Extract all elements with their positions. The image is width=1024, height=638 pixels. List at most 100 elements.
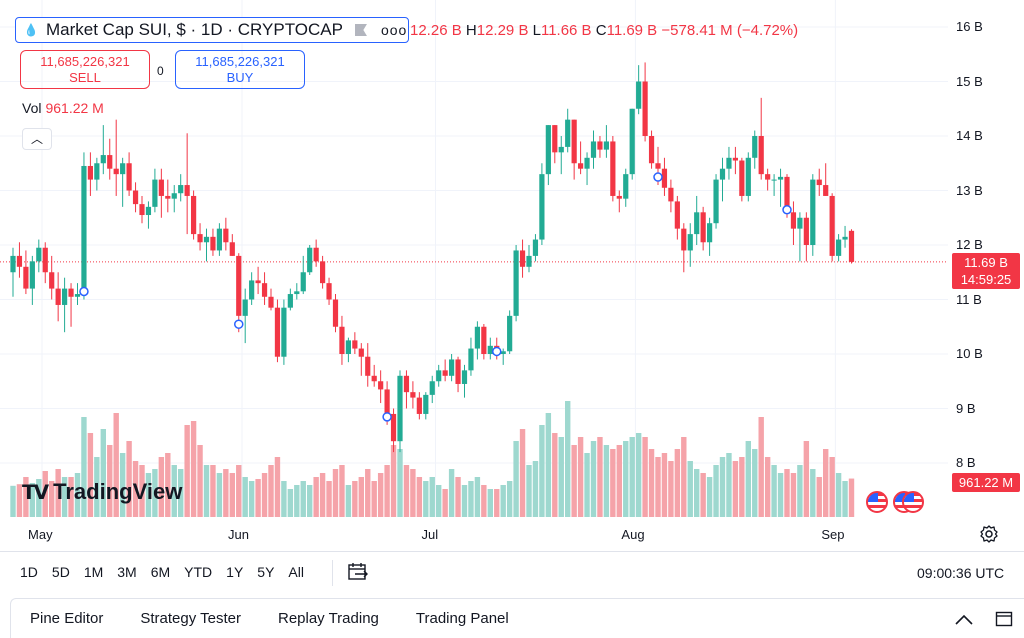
candle — [352, 332, 358, 354]
candle-body — [423, 394, 429, 414]
dividend-marker[interactable] — [234, 319, 244, 329]
volume-bar — [771, 465, 777, 517]
candle — [371, 364, 377, 387]
volume-bar — [61, 477, 68, 517]
range-6m[interactable]: 6M — [150, 564, 171, 580]
volume-bar — [526, 465, 532, 517]
candle — [790, 201, 797, 245]
settings-gear-icon[interactable] — [979, 524, 999, 544]
candle-body — [23, 266, 29, 289]
volume-bar — [68, 477, 74, 517]
candle-body — [339, 326, 345, 354]
tab-pine-editor[interactable]: Pine Editor — [30, 610, 104, 627]
symbol-legend[interactable]: 💧 Market Cap SUI, $ · 1D · CRYPTOCAP ooo — [15, 17, 409, 43]
dividend-marker[interactable] — [782, 205, 792, 215]
dividend-marker[interactable] — [492, 346, 502, 357]
range-5d[interactable]: 5D — [51, 564, 70, 580]
candle — [132, 182, 139, 213]
us-flag-event-icon[interactable] — [866, 491, 888, 513]
candle — [726, 146, 732, 180]
candle-body — [326, 283, 332, 300]
candle — [526, 245, 532, 273]
utc-clock[interactable]: 09:00:36 UTC — [917, 565, 1005, 581]
range-ytd[interactable]: YTD — [184, 564, 213, 580]
volume-bar — [261, 473, 268, 517]
dividend-marker[interactable] — [382, 412, 392, 422]
candle — [474, 321, 480, 360]
candle — [848, 229, 855, 264]
candle — [261, 272, 268, 305]
flag-icon[interactable] — [354, 24, 367, 36]
candlestick-chart[interactable] — [0, 0, 1024, 551]
candle-body — [758, 136, 764, 175]
close-value: 11.69 B — [606, 22, 658, 39]
candle-body — [268, 296, 274, 308]
collapse-legend-button[interactable]: ︿ — [22, 128, 52, 150]
candle-body — [500, 351, 506, 354]
volume-bar — [687, 461, 693, 517]
range-all[interactable]: All — [288, 564, 304, 580]
volume-bar — [674, 449, 681, 517]
us-flag-event-icon[interactable] — [902, 491, 924, 513]
volume-bar — [829, 457, 835, 517]
volume-bar — [55, 469, 61, 517]
open-value: 12.26 B — [410, 22, 462, 39]
range-1y[interactable]: 1Y — [226, 564, 244, 580]
volume-bar — [16, 484, 23, 517]
bottom-panel-tabs: Pine Editor Strategy Tester Replay Tradi… — [10, 598, 1024, 638]
range-1d[interactable]: 1D — [20, 564, 38, 580]
candle — [332, 294, 339, 333]
candle-body — [236, 255, 242, 316]
dividend-marker[interactable] — [79, 286, 89, 297]
volume-bar — [281, 481, 287, 517]
range-3m[interactable]: 3M — [117, 564, 137, 580]
candle — [197, 223, 203, 251]
candle-body — [242, 299, 248, 316]
price-tick-label: 9 B — [956, 400, 976, 416]
range-5y[interactable]: 5Y — [257, 564, 275, 580]
more-options-icon[interactable]: ooo — [380, 22, 408, 38]
candle-body — [120, 163, 126, 175]
volume-bar — [248, 481, 255, 517]
volume-bar — [629, 437, 635, 517]
candle-body — [210, 236, 216, 251]
candle — [378, 370, 384, 404]
sell-button[interactable]: 11,685,226,321 SELL — [20, 50, 150, 89]
candles — [10, 62, 855, 453]
candle — [81, 152, 87, 300]
buy-button[interactable]: 11,685,226,321 BUY — [175, 50, 305, 89]
tab-strategy-tester[interactable]: Strategy Tester — [140, 610, 241, 627]
volume-bar — [429, 477, 435, 517]
candle — [94, 157, 100, 191]
volume-bar — [706, 477, 713, 517]
candle-body — [700, 212, 706, 243]
candle — [552, 125, 558, 164]
price-tick-label: 13 B — [956, 182, 983, 198]
volume-bar — [197, 445, 203, 517]
candle — [281, 299, 287, 365]
dividend-marker[interactable] — [653, 172, 663, 182]
price-tick-label: 14 B — [956, 128, 983, 143]
candle-body — [777, 176, 784, 180]
candle — [461, 364, 468, 398]
symbol-title: Market Cap SUI, $ · 1D · CRYPTOCAP — [46, 20, 343, 39]
candle-body — [107, 155, 113, 169]
maximize-panel-icon[interactable] — [995, 611, 1013, 627]
volume-bar — [332, 469, 339, 517]
volume-bar — [345, 485, 352, 517]
candle-body — [139, 204, 145, 216]
candle-body — [390, 413, 397, 442]
range-1m[interactable]: 1M — [83, 564, 104, 580]
calendar-goto-icon[interactable] — [347, 562, 369, 582]
candle — [694, 195, 700, 245]
candle-body — [249, 280, 255, 300]
candle — [365, 343, 371, 387]
tab-trading-panel[interactable]: Trading Panel — [415, 610, 509, 627]
chevron-up-icon[interactable] — [953, 613, 975, 627]
volume-bar — [294, 485, 300, 517]
candle — [49, 255, 55, 300]
tradingview-logo[interactable]: 𝗧𝗩 TradingView — [22, 479, 182, 505]
tab-replay-trading[interactable]: Replay Trading — [277, 610, 379, 627]
candle-body — [771, 179, 777, 181]
candle — [681, 223, 687, 273]
